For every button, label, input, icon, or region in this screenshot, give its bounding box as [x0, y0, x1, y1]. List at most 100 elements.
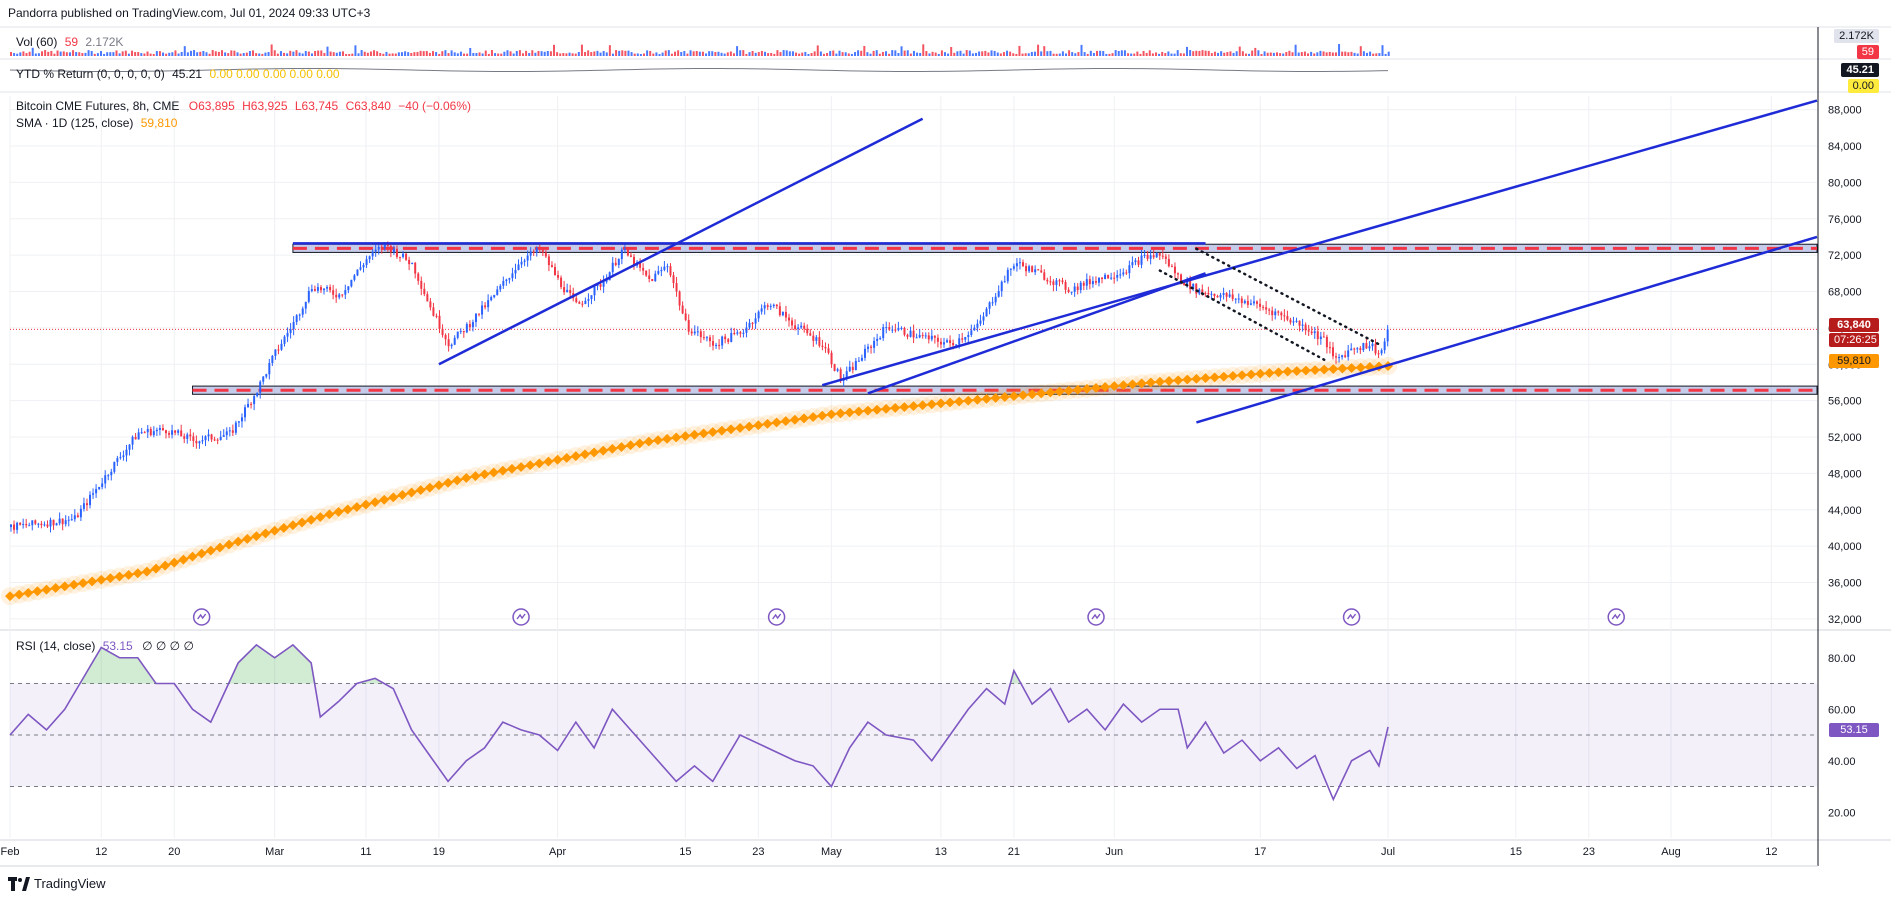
candle-body: [143, 432, 146, 434]
candle-body: [885, 327, 888, 329]
ytd-legend[interactable]: YTD % Return (0, 0, 0, 0, 0) 45.21 0.00 …: [16, 67, 340, 81]
volume-bar: [248, 51, 251, 56]
candle-body: [70, 519, 73, 521]
volume-bar: [323, 53, 326, 56]
volume-bar: [891, 50, 894, 56]
candle-body: [481, 305, 484, 315]
tradingview-logo-icon: [8, 876, 30, 891]
volume-bar: [512, 53, 515, 56]
sma-point: [753, 420, 764, 431]
candle-body: [13, 524, 16, 530]
volume-bar: [841, 52, 844, 56]
volume-bar: [1052, 53, 1055, 56]
candle-body: [356, 269, 359, 276]
event-marker-arrow: [772, 613, 782, 620]
candle-body: [538, 247, 541, 250]
candle-body: [1386, 329, 1389, 342]
volume-bar: [503, 51, 506, 56]
candle-body: [946, 340, 949, 343]
volume-bar: [16, 53, 19, 56]
volume-bar: [975, 52, 978, 56]
sma-point: [1072, 384, 1083, 395]
candle-body: [1246, 300, 1249, 305]
candle-body: [459, 330, 462, 332]
candle-body: [696, 331, 699, 333]
sma-legend-value: 59,810: [140, 116, 178, 130]
candle-body: [1268, 309, 1271, 311]
volume-bar: [795, 52, 798, 56]
time-tick-label: 15: [679, 846, 691, 858]
volume-bar: [518, 50, 521, 56]
volume-bar: [667, 50, 670, 56]
tradingview-logo[interactable]: TradingView: [8, 876, 106, 891]
volume-legend[interactable]: Vol (60) 59 2.172K: [16, 35, 123, 49]
volume-bar: [801, 52, 804, 56]
sma-point: [1355, 362, 1366, 373]
candle-body: [623, 248, 626, 250]
candle-body: [1350, 348, 1353, 351]
candle-body: [244, 407, 247, 418]
sma-point: [452, 475, 463, 486]
candle-body: [629, 255, 632, 257]
volume-bar: [236, 52, 239, 56]
time-tick-label: 19: [433, 846, 445, 858]
candle-body: [368, 256, 371, 260]
volume-bar: [674, 51, 677, 56]
volume-bar: [732, 53, 735, 56]
price-legend[interactable]: Bitcoin CME Futures, 8h, CME O63,895 H63…: [16, 99, 471, 113]
volume-bar: [152, 53, 155, 56]
candle-body: [1274, 311, 1277, 316]
volume-bar: [149, 53, 152, 56]
candle-body: [1252, 301, 1255, 304]
candle-body: [1076, 286, 1079, 291]
candle-body: [526, 255, 529, 261]
volume-bar: [1145, 52, 1148, 56]
candle-body: [119, 457, 122, 459]
candle-body: [441, 328, 444, 336]
volume-bar: [1282, 53, 1285, 56]
volume-bar: [683, 50, 686, 56]
sma-legend[interactable]: SMA · 1D (125, close) 59,810: [16, 116, 177, 130]
candle-body: [1186, 280, 1189, 285]
volume-bar: [860, 50, 863, 56]
sma-point: [196, 548, 207, 559]
candle-body: [955, 344, 958, 346]
candle-body: [550, 265, 553, 268]
candle-body: [514, 269, 517, 274]
rsi-legend[interactable]: RSI (14, close) 53.15 ∅ ∅ ∅ ∅: [16, 639, 194, 653]
volume-bar: [1294, 44, 1297, 56]
candle-body: [392, 248, 395, 253]
volume-bar: [438, 53, 441, 56]
volume-bar: [695, 50, 698, 56]
candle-body: [344, 290, 347, 295]
volume-bar: [596, 50, 599, 56]
candle-body: [1331, 347, 1334, 357]
candle-body: [128, 444, 131, 450]
candle-body: [1213, 293, 1216, 296]
volume-bar: [53, 53, 56, 56]
falling-wedge-line: [1195, 247, 1381, 346]
candle-body: [326, 287, 329, 289]
volume-bar: [1213, 51, 1216, 56]
candle-body: [89, 494, 92, 506]
candle-body: [347, 286, 350, 291]
volume-bar: [649, 50, 652, 56]
candle-body: [660, 269, 663, 272]
sma-point: [1173, 375, 1184, 386]
candle-body: [313, 289, 316, 291]
sma-point: [1136, 378, 1147, 389]
candle-body: [46, 524, 49, 527]
candle-body: [797, 327, 800, 330]
volume-bar: [1161, 51, 1164, 56]
candle-body: [702, 337, 705, 339]
candle-body: [1210, 293, 1213, 295]
candle-body: [1082, 282, 1085, 286]
sma-point: [68, 579, 79, 590]
candle-body: [1131, 262, 1134, 266]
sma-point: [561, 452, 572, 463]
ytd-tag-2: 0.00: [1847, 79, 1879, 93]
volume-bar: [711, 51, 714, 56]
volume-bar: [1173, 53, 1176, 56]
volume-bar: [1260, 53, 1263, 56]
